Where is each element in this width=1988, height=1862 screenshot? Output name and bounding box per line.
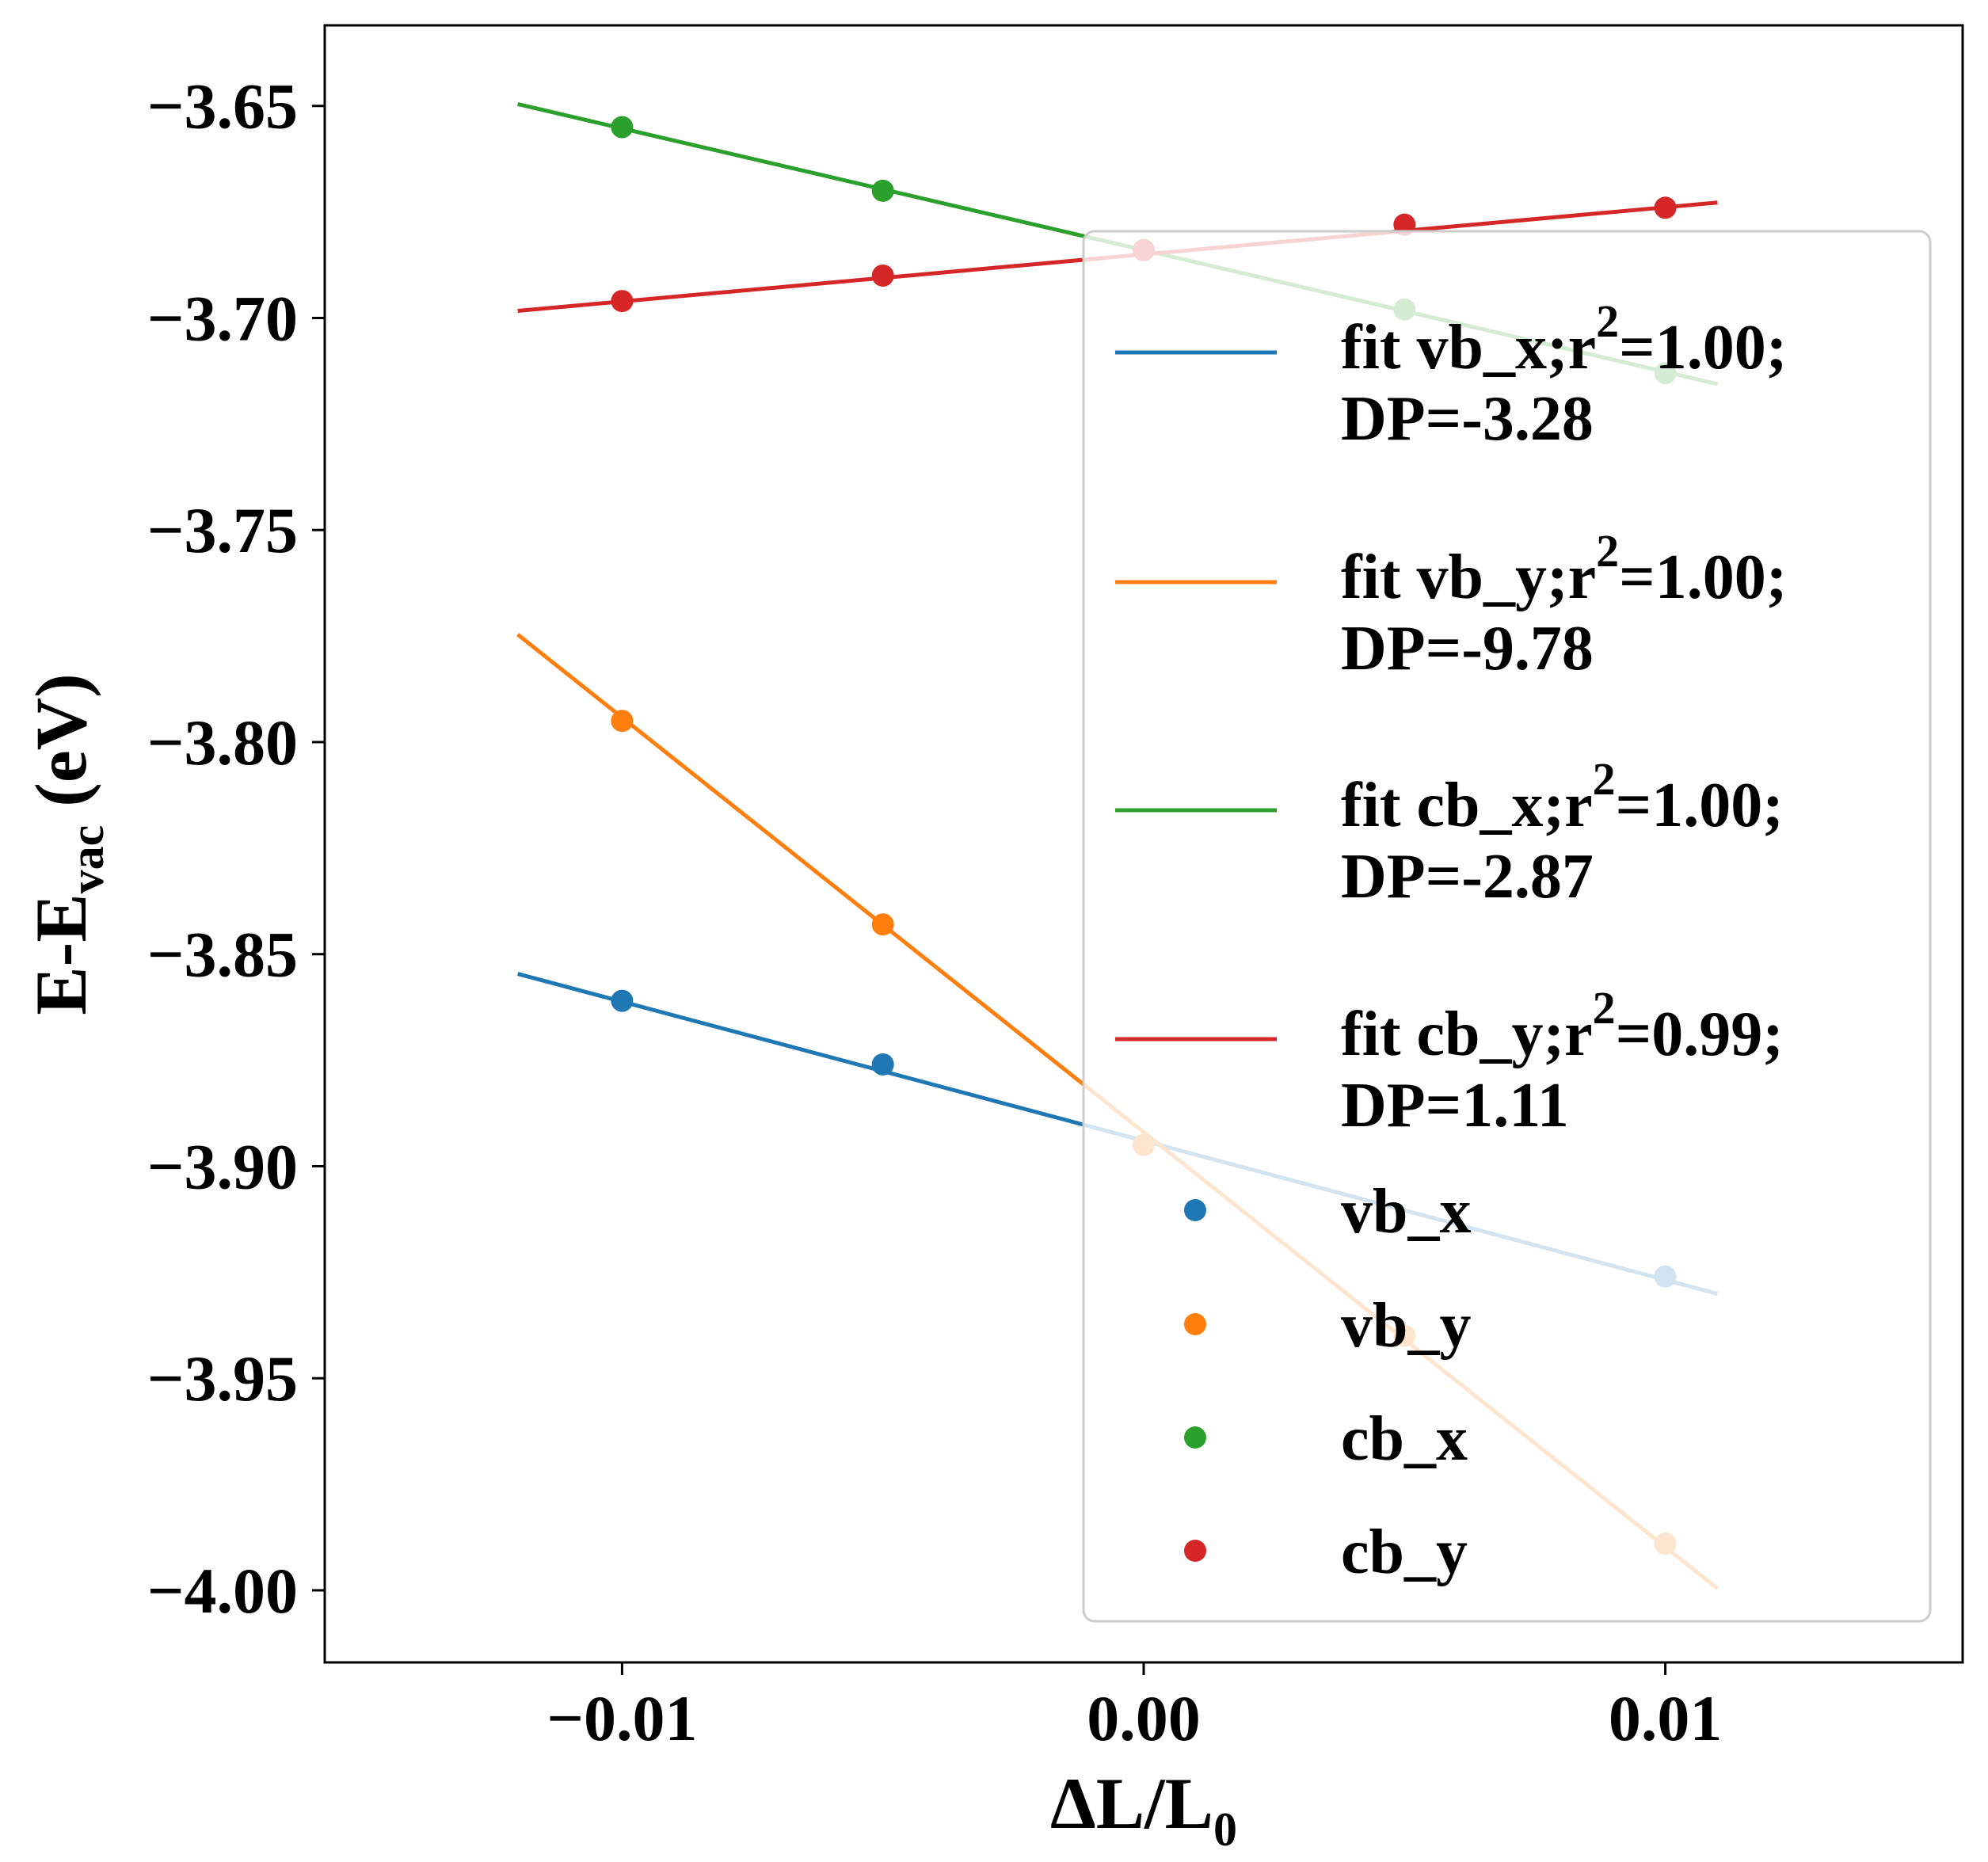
y-tick-label: −4.00 — [147, 1555, 298, 1627]
y-tick-label: −3.75 — [147, 494, 298, 566]
legend-fit-label-cb-y: fit cb_y;r2=0.99; — [1341, 982, 1784, 1069]
legend-fit-label-vb-x: fit vb_x;r2=1.00; — [1341, 295, 1787, 383]
x-tick-label: 0.00 — [1087, 1682, 1201, 1754]
legend-box — [1082, 230, 1932, 1623]
point-cb-y — [871, 264, 894, 287]
y-tick-label: −3.90 — [147, 1130, 298, 1202]
y-tick-label: −3.80 — [147, 706, 298, 779]
y-tick-label: −3.95 — [147, 1342, 298, 1415]
point-cb-y — [611, 290, 634, 313]
legend-dp-label-cb-y: DP=1.11 — [1341, 1071, 1569, 1140]
legend-series-label-cb-y: cb_y — [1341, 1517, 1468, 1587]
y-axis-label-tail: (eV) — [21, 673, 101, 825]
legend-marker-vb-x — [1184, 1199, 1206, 1221]
x-tick-label: 0.01 — [1609, 1682, 1723, 1754]
legend-dp-label-vb-y: DP=-9.78 — [1341, 614, 1594, 683]
point-vb-x — [871, 1053, 894, 1076]
legend-dp-label-vb-x: DP=-3.28 — [1341, 384, 1594, 454]
point-cb-x — [871, 179, 894, 202]
x-axis-label-main: ΔL/L — [1050, 1763, 1213, 1844]
x-axis-label: ΔL/L0 — [1050, 1763, 1237, 1856]
point-vb-x — [611, 989, 634, 1012]
x-axis-ticks: −0.01 0.00 0.01 — [547, 1662, 1722, 1754]
y-tick-label: −3.85 — [147, 919, 298, 991]
x-axis-label-sub: 0 — [1213, 1803, 1237, 1856]
legend-series-label-vb-x: vb_x — [1341, 1177, 1472, 1247]
y-tick-label: −3.70 — [147, 282, 298, 354]
point-vb-y — [871, 913, 894, 936]
y-tick-label: −3.65 — [147, 70, 298, 143]
y-axis-label-sub: vac — [61, 825, 113, 894]
legend: fit vb_x;r2=1.00;DP=-3.28 fit vb_y;r2=1.0… — [1115, 295, 1787, 1587]
point-vb-y — [611, 710, 634, 733]
legend-marker-cb-y — [1184, 1540, 1206, 1562]
legend-marker-vb-y — [1184, 1313, 1206, 1335]
legend-series-label-cb-x: cb_x — [1341, 1404, 1468, 1474]
legend-marker-cb-x — [1184, 1426, 1206, 1449]
legend-series-label-vb-y: vb_y — [1341, 1291, 1472, 1361]
y-axis-label: E-Evac (eV) — [21, 673, 113, 1015]
y-axis-ticks: −3.65 −3.70 −3.75 −3.80 −3.85 −3.90 −3.95 −4.00 — [147, 70, 325, 1627]
legend-fit-label-cb-x: fit cb_x;r2=1.00; — [1341, 753, 1784, 840]
point-cb-x — [611, 116, 634, 139]
x-tick-label: −0.01 — [547, 1682, 697, 1754]
legend-dp-label-cb-x: DP=-2.87 — [1341, 842, 1594, 912]
y-axis-label-main: E-E — [21, 893, 101, 1015]
point-cb-y — [1654, 196, 1677, 219]
legend-fit-label-vb-y: fit vb_y;r2=1.00; — [1341, 525, 1787, 612]
